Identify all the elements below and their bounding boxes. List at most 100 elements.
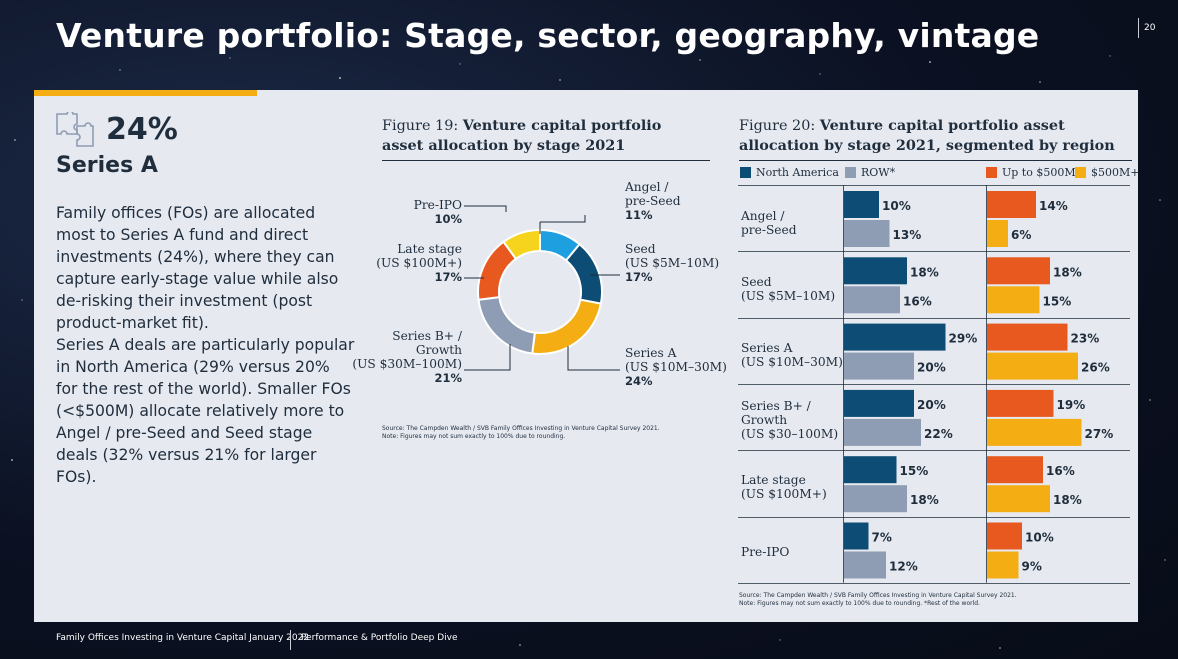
legend-swatch-north-america [740, 167, 751, 178]
bar-label-500m-series-a-us-10m-30m: 26% [1081, 361, 1110, 375]
bar-500m-series-b-growth-us-30-100m [987, 418, 1082, 446]
legend-item-500m-plus: $500M+ [1075, 166, 1139, 179]
bar-north-america-series-b-growth-us-30-100m [844, 389, 914, 417]
bar-500m-series-a-us-10m-30m [987, 352, 1078, 380]
stage-label-late-line1: Late stage [741, 473, 806, 487]
paragraph-1: Family offices (FOs) are allocated most … [56, 204, 339, 332]
footer-right: Performance & Portfolio Deep Dive [301, 633, 458, 643]
bar-label-row-late-stage-us-100m: 18% [910, 493, 939, 507]
bar-row-angel-pre-seed [844, 220, 890, 247]
bar-north-america-angel-pre-seed [844, 191, 879, 218]
bar-north-america-seed-us-5m-10m [844, 257, 907, 285]
footer-separator [290, 630, 291, 650]
donut-label-angel-line2: pre-Seed [625, 194, 681, 208]
donut-slice-seed-us-5m-10m [564, 242, 603, 305]
legend-label-row: ROW* [861, 166, 896, 179]
bar-label-north-america-angel-pre-seed: 10% [882, 199, 911, 213]
puzzle-icon [56, 112, 94, 147]
bar-up-to-500m-angel-pre-seed [987, 191, 1036, 218]
figure19-number: Figure 19: [382, 118, 463, 134]
page-title: Venture portfolio: Stage, sector, geogra… [56, 16, 1040, 55]
donut-label-series-b-line3: (US $30M–100M) [352, 357, 462, 371]
bar-label-up-to-500m-pre-ipo: 10% [1025, 531, 1054, 545]
stage-label-series-a-line1: Series A [741, 341, 793, 355]
donut-label-preipo: Pre-IPO 10% [380, 198, 462, 226]
figure19-source: Source: The Campden Wealth / SVB Family … [382, 425, 660, 441]
stage-label-late: Late stage (US $100M+) [741, 473, 827, 501]
figure20-source-line2: Note: Figures may not sum exactly to 100… [739, 600, 980, 607]
bar-row-series-b-growth-us-30-100m [844, 418, 921, 446]
bar-label-500m-seed-us-5m-10m: 15% [1043, 294, 1072, 308]
legend-swatch-up-to-500m [986, 167, 997, 178]
donut-label-angel: Angel / pre-Seed 11% [625, 180, 681, 222]
stage-label-seed: Seed (US $5M–10M) [741, 275, 835, 303]
donut-label-late-line2: (US $100M+) [376, 256, 462, 270]
donut-label-seed-line2: (US $5M–10M) [625, 256, 720, 270]
stage-label-seed-line2: (US $5M–10M) [741, 289, 836, 303]
donut-label-series-a: Series A (US $10M–30M) 24% [625, 346, 727, 388]
paragraph-2: Series A deals are particularly popular … [56, 336, 355, 486]
legend-item-row: ROW* [845, 166, 895, 179]
stage-label-preipo-line1: Pre-IPO [741, 545, 790, 559]
figure19-source-line2: Note: Figures may not sum exactly to 100… [382, 433, 566, 440]
figure20-title-text: Venture capital portfolio asset allocati… [739, 117, 1115, 154]
bar-row-pre-ipo [844, 551, 886, 579]
donut-pct-seed: 17% [625, 270, 653, 284]
donut-label-series-a-line1: Series A [625, 346, 677, 360]
bar-row-late-stage-us-100m [844, 485, 907, 513]
legend-swatch-500m-plus [1075, 167, 1086, 178]
donut-label-seed-line1: Seed [625, 242, 656, 256]
bar-row-series-a-us-10m-30m [844, 352, 914, 380]
bar-label-up-to-500m-series-a-us-10m-30m: 23% [1071, 332, 1100, 346]
bar-label-row-seed-us-5m-10m: 16% [903, 294, 932, 308]
stage-label-series-b-line1: Series B+ / [741, 399, 811, 413]
donut-label-angel-line1: Angel / [625, 180, 669, 194]
stage-label-angel-line2: pre-Seed [741, 223, 797, 237]
bar-label-row-angel-pre-seed: 13% [893, 228, 922, 242]
bar-label-up-to-500m-seed-us-5m-10m: 18% [1053, 265, 1082, 279]
stage-label-preipo: Pre-IPO [741, 545, 789, 559]
bar-label-row-series-b-growth-us-30-100m: 22% [924, 427, 953, 441]
bar-row-seed-us-5m-10m [844, 286, 900, 314]
stage-label-series-b: Series B+ / Growth (US $30–100M) [741, 399, 838, 441]
bar-500m-late-stage-us-100m [987, 485, 1050, 513]
bar-up-to-500m-pre-ipo [987, 522, 1022, 550]
stage-label-seed-line1: Seed [741, 275, 772, 289]
accent-bar [34, 90, 257, 96]
stage-label-series-b-line3: (US $30–100M) [741, 427, 839, 441]
donut-label-series-a-line2: (US $10M–30M) [625, 360, 727, 374]
figure19-rule [382, 160, 710, 161]
bar-north-america-late-stage-us-100m [844, 456, 897, 484]
donut-pct-late: 17% [434, 270, 462, 284]
legend-item-north-america: North America [740, 166, 839, 179]
stage-label-series-a-line2: (US $10M–30M) [741, 355, 843, 369]
bar-label-north-america-seed-us-5m-10m: 18% [910, 265, 939, 279]
donut-label-seed: Seed (US $5M–10M) 17% [625, 242, 719, 284]
donut-label-series-b: Series B+ / Growth (US $30M–100M) 21% [340, 329, 462, 385]
donut-slice-pre-ipo [502, 228, 541, 261]
bar-label-north-america-series-b-growth-us-30-100m: 20% [917, 398, 946, 412]
bar-label-north-america-pre-ipo: 7% [872, 531, 892, 545]
bar-label-500m-pre-ipo: 9% [1022, 560, 1042, 574]
donut-pct-angel: 11% [625, 208, 653, 222]
donut-pct-series-b: 21% [434, 371, 462, 385]
kpi-label: Series A [56, 153, 158, 178]
donut-label-series-b-line1: Series B+ / [392, 329, 462, 343]
bar-label-up-to-500m-series-b-growth-us-30-100m: 19% [1057, 398, 1086, 412]
bar-label-north-america-late-stage-us-100m: 15% [900, 464, 929, 478]
bar-up-to-500m-series-a-us-10m-30m [987, 323, 1068, 351]
bar-label-500m-angel-pre-seed: 6% [1011, 228, 1031, 242]
kpi-value: 24% [106, 112, 178, 147]
legend-label-500m-plus: $500M+ [1091, 166, 1140, 179]
bar-up-to-500m-series-b-growth-us-30-100m [987, 389, 1054, 417]
figure20-source: Source: The Campden Wealth / SVB Family … [739, 592, 1017, 608]
bar-label-row-pre-ipo: 12% [889, 560, 918, 574]
donut-label-late: Late stage (US $100M+) 17% [350, 242, 462, 284]
donut-label-series-b-line2: Growth [415, 343, 462, 357]
figure20-number: Figure 20: [739, 118, 820, 134]
legend-label-up-to-500m: Up to $500M [1002, 166, 1076, 179]
stage-label-late-line2: (US $100M+) [741, 487, 827, 501]
bar-chart: 10% 18% 29% 20% 15% 7% 13% 16% 20% 22% 18% 12% 14% 18… [738, 185, 1130, 584]
figure20-title: Figure 20: Venture capital portfolio ass… [739, 116, 1129, 156]
bar-up-to-500m-late-stage-us-100m [987, 456, 1043, 484]
